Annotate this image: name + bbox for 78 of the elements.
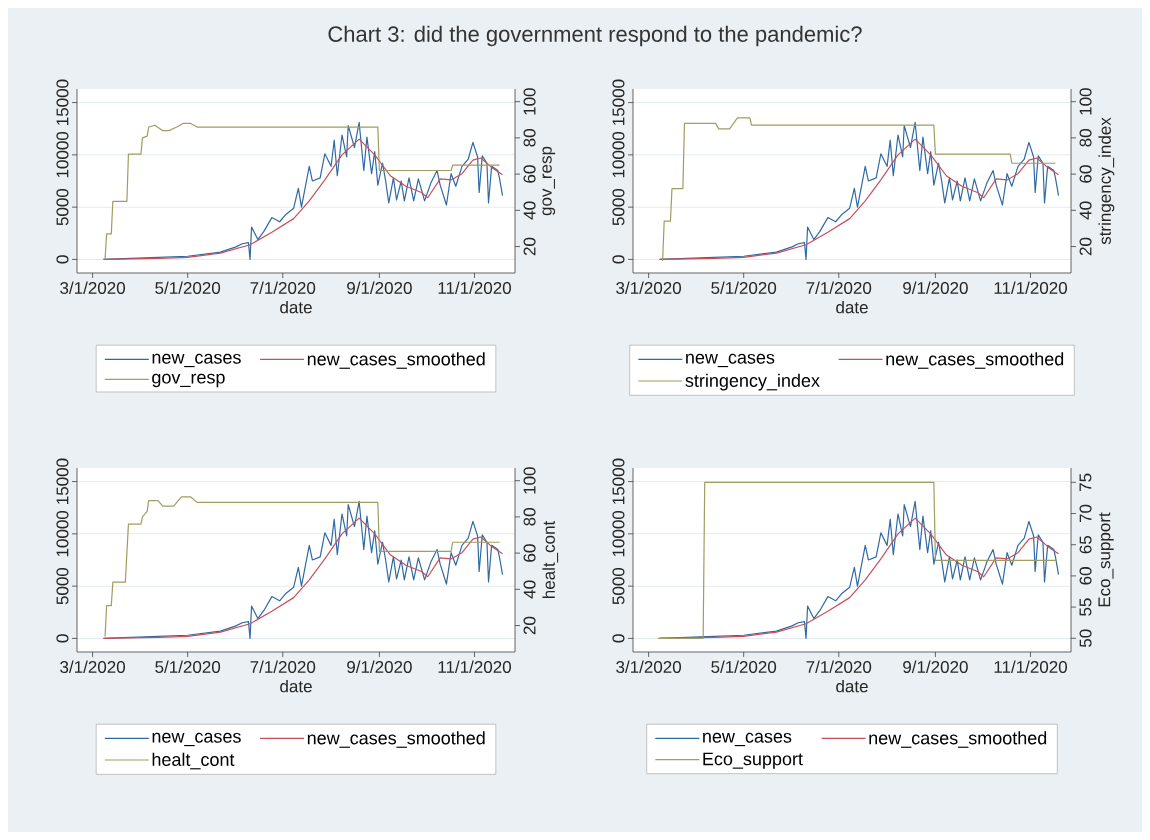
y2-tick-label: 55 bbox=[1079, 598, 1092, 616]
legend-label: new_cases_smoothed bbox=[307, 731, 485, 748]
y-tick-label: 15000 bbox=[612, 79, 625, 125]
x-tick-label: 9/1/2020 bbox=[347, 660, 412, 674]
y-tick-label: 15000 bbox=[612, 458, 625, 504]
y2-tick-label: 60 bbox=[1079, 165, 1092, 183]
y-tick-label: 5000 bbox=[612, 188, 625, 226]
y2-tick-label: 40 bbox=[1079, 201, 1092, 220]
y-tick-label: 15000 bbox=[56, 79, 69, 125]
y2-tick-label: 20 bbox=[523, 237, 536, 256]
y-tick-label: 10000 bbox=[56, 510, 69, 557]
y2-tick-label: 40 bbox=[523, 201, 536, 220]
y2-tick-label: 100 bbox=[523, 467, 536, 494]
y-tick-label: 15000 bbox=[56, 458, 69, 504]
y2-tick-label: 75 bbox=[1079, 473, 1092, 491]
legend-label: new_cases bbox=[686, 353, 775, 368]
y-tick-label: 0 bbox=[56, 255, 69, 264]
x-tick-label: 3/1/2020 bbox=[616, 660, 682, 674]
legend-label: new_cases bbox=[152, 353, 241, 368]
y2-tick-label: 100 bbox=[523, 88, 536, 115]
legend-label: new_cases_smoothed bbox=[869, 731, 1047, 748]
y-tick-label: 0 bbox=[612, 255, 625, 264]
y-tick-label: 10000 bbox=[612, 131, 625, 178]
legend-label: new_cases_smoothed bbox=[307, 352, 485, 369]
y2-tick-label: 60 bbox=[523, 165, 536, 183]
x-axis-title: date bbox=[280, 300, 312, 314]
x-tick-label: 3/1/2020 bbox=[616, 281, 682, 295]
y2-tick-label: 70 bbox=[1079, 504, 1092, 523]
legend-label: healt_cont bbox=[152, 752, 235, 770]
y2-tick-label: 100 bbox=[1079, 88, 1092, 115]
y2-tick-label: 60 bbox=[523, 544, 536, 562]
x-tick-label: 7/1/2020 bbox=[250, 281, 316, 295]
x-tick-label: 11/1/2020 bbox=[994, 281, 1068, 295]
y2-tick-label: 20 bbox=[523, 616, 536, 635]
x-tick-label: 11/1/2020 bbox=[994, 660, 1068, 674]
x-tick-label: 9/1/2020 bbox=[903, 281, 968, 295]
x-axis-title: date bbox=[280, 679, 312, 693]
x-tick-label: 5/1/2020 bbox=[711, 281, 777, 295]
legend-label: new_cases bbox=[703, 732, 792, 747]
x-tick-label: 11/1/2020 bbox=[438, 660, 511, 674]
y-tick-label: 5000 bbox=[56, 188, 69, 226]
legend-label: new_cases bbox=[152, 732, 241, 747]
y2-tick-label: 60 bbox=[1079, 567, 1092, 585]
y2-axis-title: Eco_support bbox=[1098, 512, 1114, 607]
x-tick-label: 9/1/2020 bbox=[347, 281, 412, 295]
y-tick-label: 5000 bbox=[56, 567, 69, 605]
y-tick-label: 5000 bbox=[612, 567, 625, 605]
x-tick-label: 3/1/2020 bbox=[60, 660, 126, 674]
legend-label: Eco_support bbox=[703, 752, 803, 769]
x-tick-label: 5/1/2020 bbox=[155, 281, 221, 295]
x-axis-title: date bbox=[836, 679, 868, 693]
x-tick-label: 5/1/2020 bbox=[155, 660, 221, 674]
x-tick-label: 11/1/2020 bbox=[438, 281, 511, 295]
x-tick-label: 7/1/2020 bbox=[806, 281, 872, 295]
y2-tick-label: 80 bbox=[523, 129, 536, 147]
x-tick-label: 3/1/2020 bbox=[60, 281, 126, 295]
y-tick-label: 10000 bbox=[612, 510, 625, 557]
y2-tick-label: 40 bbox=[523, 580, 536, 599]
x-axis-title: date bbox=[836, 300, 868, 314]
x-tick-label: 7/1/2020 bbox=[806, 660, 872, 674]
y2-tick-label: 20 bbox=[1079, 237, 1092, 256]
legend-label: new_cases_smoothed bbox=[886, 352, 1064, 369]
x-tick-label: 5/1/2020 bbox=[711, 660, 777, 674]
y2-tick-label: 80 bbox=[523, 508, 536, 526]
x-tick-label: 9/1/2020 bbox=[903, 660, 968, 674]
y2-tick-label: 50 bbox=[1079, 629, 1092, 648]
y2-tick-label: 80 bbox=[1079, 129, 1092, 147]
y2-axis-title: gov_resp bbox=[542, 146, 556, 216]
legend-label: gov_resp bbox=[152, 373, 225, 388]
y2-axis-title: stringency_index bbox=[1098, 117, 1115, 245]
y2-tick-label: 65 bbox=[1079, 535, 1092, 554]
x-tick-label: 7/1/2020 bbox=[250, 660, 316, 674]
legend-label: stringency_index bbox=[685, 373, 820, 391]
y-tick-label: 0 bbox=[56, 634, 69, 643]
y2-axis-title: healt_cont bbox=[542, 520, 559, 599]
y-tick-label: 10000 bbox=[56, 131, 69, 178]
y-tick-label: 0 bbox=[612, 634, 625, 643]
text: Chart 3: did the government respond to the pandemic? bbox=[328, 25, 862, 47]
